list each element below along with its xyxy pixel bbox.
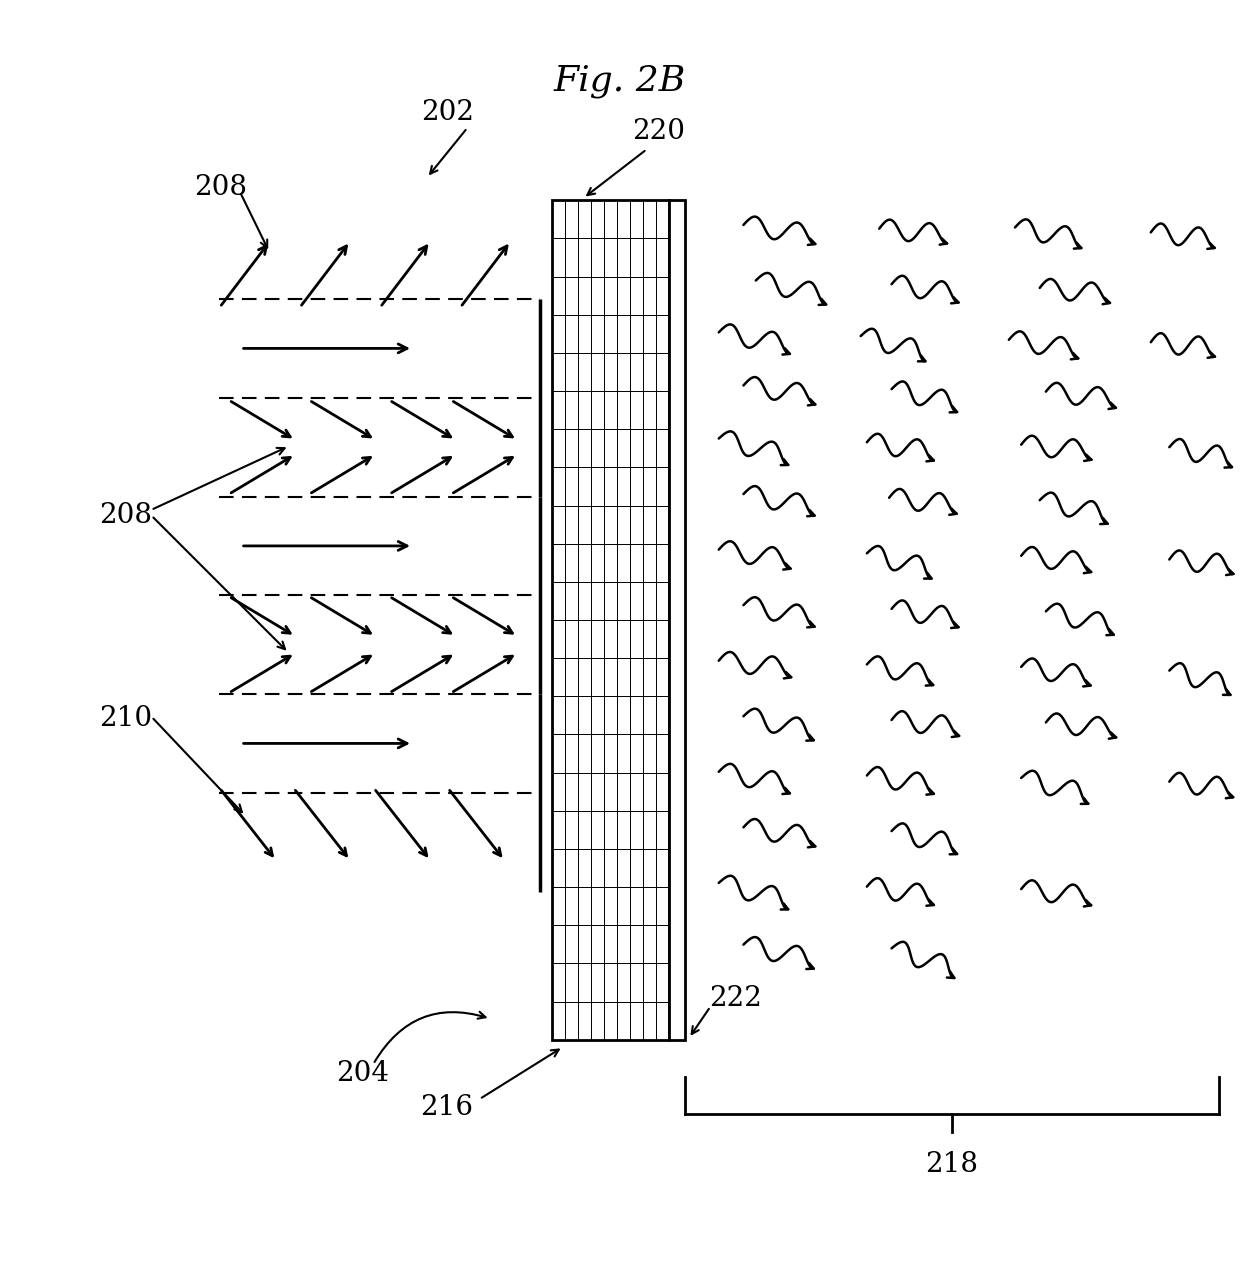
Text: 208: 208 <box>99 502 153 529</box>
Text: 216: 216 <box>420 1094 472 1121</box>
Text: 202: 202 <box>420 100 474 126</box>
Text: 222: 222 <box>709 986 761 1013</box>
Text: 220: 220 <box>632 117 686 144</box>
Bar <box>670 200 686 1039</box>
Bar <box>552 200 670 1039</box>
Text: 204: 204 <box>336 1060 389 1087</box>
Text: Fig. 2B: Fig. 2B <box>554 64 686 98</box>
Text: 218: 218 <box>925 1151 978 1177</box>
Text: 210: 210 <box>99 705 153 732</box>
Bar <box>552 200 670 1039</box>
Text: 208: 208 <box>195 175 247 202</box>
